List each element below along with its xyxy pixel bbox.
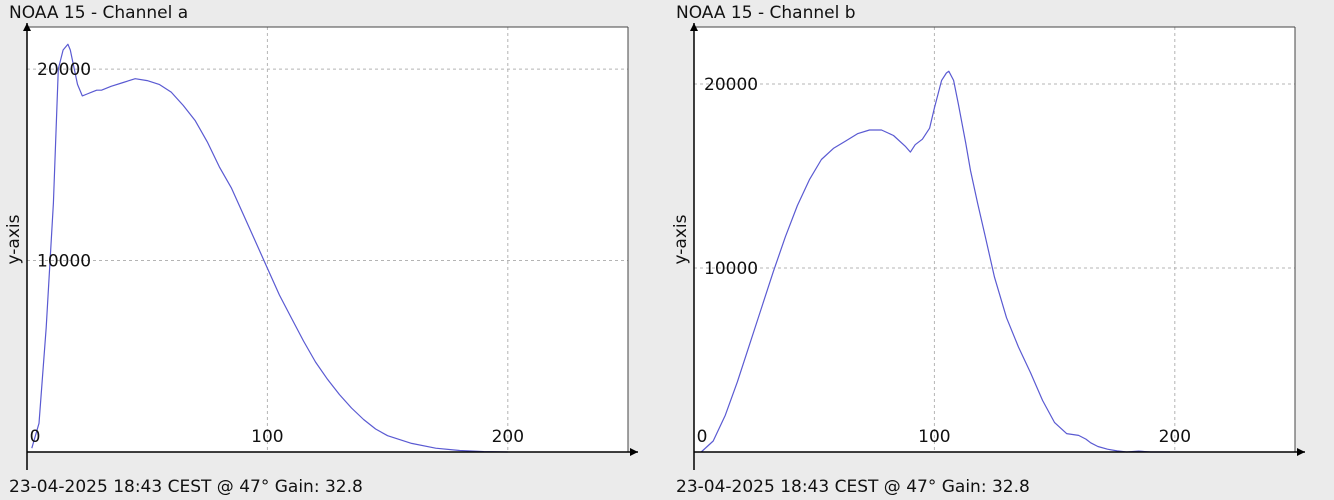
y-tick-label: 10000 [704, 259, 758, 279]
chart-panel-a: NOAA 15 - Channel a 0 100 200 10000 20000 y-a… [0, 0, 660, 500]
y-axis-label: y-axis [671, 214, 691, 264]
chart-svg: 0 100 200 10000 20000 y-axis [4, 23, 638, 470]
x-axis-arrow [1297, 448, 1305, 456]
x-tick-label: 0 [30, 427, 41, 447]
plot-area [694, 27, 1295, 452]
y-axis-arrow [690, 23, 698, 31]
y-tick-label: 10000 [37, 252, 91, 272]
series-line [31, 43, 508, 453]
chart-footer: 23-04-2025 18:43 CEST @ 47° Gain: 32.8 [9, 477, 363, 497]
chart-title: NOAA 15 - Channel b [676, 3, 856, 23]
y-tick-label: 20000 [704, 75, 758, 95]
chart-panel-b: NOAA 15 - Channel b 0 100 200 10000 20000 y-a… [667, 0, 1334, 500]
chart-svg: 0 100 200 10000 20000 y-axis [671, 23, 1305, 470]
chart-title: NOAA 15 - Channel a [9, 3, 189, 23]
x-tick-label: 200 [1159, 427, 1191, 447]
x-tick-label: 100 [251, 427, 283, 447]
series-line [700, 70, 1170, 453]
x-tick-label: 0 [697, 427, 708, 447]
y-tick-label: 20000 [37, 60, 91, 80]
x-tick-label: 100 [918, 427, 950, 447]
y-axis-label: y-axis [4, 214, 24, 264]
x-tick-label: 200 [492, 427, 524, 447]
plot-area [27, 27, 628, 452]
x-axis-arrow [630, 448, 638, 456]
y-axis-arrow [23, 23, 31, 31]
chart-footer: 23-04-2025 18:43 CEST @ 47° Gain: 32.8 [676, 477, 1030, 497]
